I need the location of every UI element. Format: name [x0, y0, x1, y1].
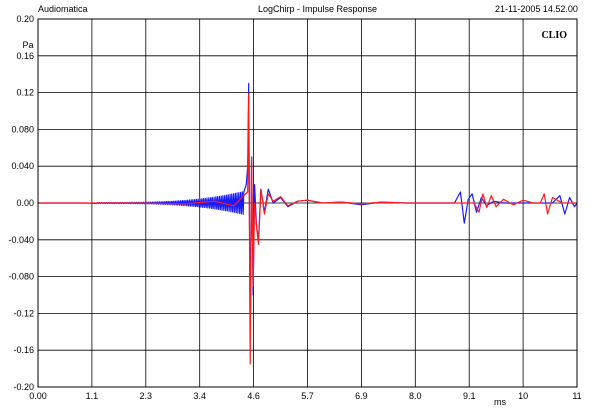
y-tick-label: 0.080 — [11, 124, 34, 134]
grid-lines — [38, 19, 577, 387]
y-tick-label: 0.00 — [16, 198, 34, 208]
y-tick-label: -0.040 — [8, 235, 34, 245]
x-tick-label: 3.4 — [193, 391, 206, 401]
y-axis-label: Pa — [22, 40, 33, 50]
x-tick-label: 9.1 — [463, 391, 476, 401]
y-tick-label: 0.16 — [16, 51, 34, 61]
y-tick-label: -0.080 — [8, 272, 34, 282]
x-tick-label: 1.1 — [86, 391, 99, 401]
tick-labels: 0.00 1.1 2.3 3.4 4.6 5.7 6.9 8.0 9.1 10 11 0.20 0.16… — [8, 14, 581, 401]
x-tick-label: 0.00 — [29, 391, 47, 401]
clio-brand-label: CLIO — [541, 30, 567, 41]
x-tick-label: 5.7 — [301, 391, 314, 401]
trace-series-2 — [38, 93, 577, 365]
traces — [38, 82, 578, 365]
y-tick-label: 0.040 — [11, 161, 34, 171]
x-tick-label: 11 — [572, 391, 581, 401]
x-tick-label: 6.9 — [355, 391, 368, 401]
y-tick-label: 0.20 — [16, 14, 34, 24]
y-tick-label: -0.20 — [13, 382, 34, 392]
y-tick-label: -0.12 — [13, 308, 34, 318]
chart-title: LogChirp - Impulse Response — [258, 4, 378, 14]
x-tick-label: 2.3 — [140, 391, 153, 401]
x-tick-label: 4.6 — [247, 391, 260, 401]
y-tick-label: -0.16 — [13, 345, 34, 355]
header-left: Audiomatica — [38, 4, 88, 14]
x-tick-label: 8.0 — [409, 391, 422, 401]
y-tick-label: 0.12 — [16, 88, 34, 98]
x-axis-label: ms — [494, 397, 506, 407]
x-tick-label: 10 — [518, 391, 528, 401]
plot-frame — [37, 18, 578, 388]
header-timestamp: 21-11-2005 14.52.00 — [495, 4, 578, 14]
